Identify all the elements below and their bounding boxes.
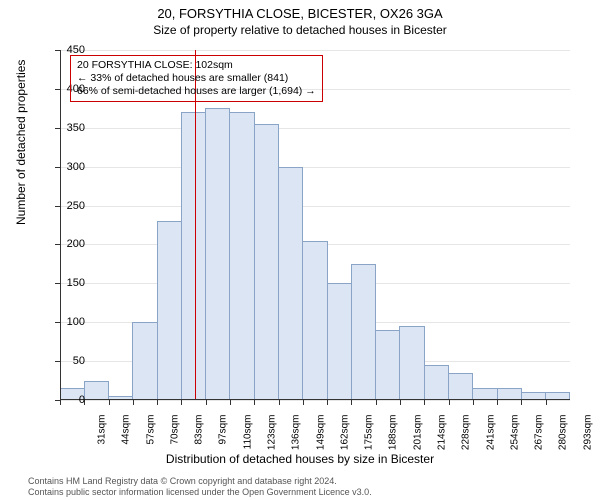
annotation-line: 66% of semi-detached houses are larger (… xyxy=(77,85,316,98)
y-tick-label: 350 xyxy=(45,122,85,134)
footer-line-1: Contains HM Land Registry data © Crown c… xyxy=(28,476,372,486)
histogram-bar xyxy=(205,108,230,400)
x-tick-mark xyxy=(181,400,182,405)
histogram-bar xyxy=(278,167,303,400)
histogram-bar xyxy=(132,322,157,400)
y-tick-label: 50 xyxy=(45,355,85,367)
histogram-bar xyxy=(424,365,449,400)
y-tick-label: 200 xyxy=(45,238,85,250)
y-tick-label: 250 xyxy=(45,200,85,212)
histogram-bar xyxy=(327,283,352,400)
x-tick-mark xyxy=(521,400,522,405)
x-axis-label: Distribution of detached houses by size … xyxy=(0,452,600,466)
x-tick-mark xyxy=(303,400,304,405)
x-tick-mark xyxy=(133,400,134,405)
x-tick-mark xyxy=(351,400,352,405)
histogram-bar xyxy=(448,373,473,400)
x-axis-line xyxy=(60,399,570,400)
footer-attribution: Contains HM Land Registry data © Crown c… xyxy=(28,476,372,497)
chart-title-line1: 20, FORSYTHIA CLOSE, BICESTER, OX26 3GA xyxy=(0,6,600,21)
x-tick-mark xyxy=(206,400,207,405)
y-tick-label: 0 xyxy=(45,394,85,406)
annotation-box: 20 FORSYTHIA CLOSE: 102sqm← 33% of detac… xyxy=(70,55,323,102)
x-tick-mark xyxy=(400,400,401,405)
histogram-bar xyxy=(375,330,400,400)
histogram-bars xyxy=(60,50,570,400)
y-tick-label: 150 xyxy=(45,277,85,289)
x-tick-mark xyxy=(424,400,425,405)
histogram-bar xyxy=(351,264,376,400)
plot-area xyxy=(60,50,570,400)
y-axis-line xyxy=(60,50,61,400)
histogram-bar xyxy=(181,112,206,400)
chart-title-line2: Size of property relative to detached ho… xyxy=(0,23,600,37)
x-tick-mark xyxy=(546,400,547,405)
x-tick-mark xyxy=(327,400,328,405)
histogram-bar xyxy=(229,112,254,400)
annotation-line: 20 FORSYTHIA CLOSE: 102sqm xyxy=(77,59,316,72)
x-tick-mark xyxy=(157,400,158,405)
x-tick-mark xyxy=(254,400,255,405)
x-tick-mark xyxy=(109,400,110,405)
y-tick-label: 300 xyxy=(45,161,85,173)
x-tick-mark xyxy=(473,400,474,405)
x-tick-mark xyxy=(279,400,280,405)
y-tick-label: 100 xyxy=(45,316,85,328)
grid-line xyxy=(60,400,570,401)
reference-line xyxy=(195,50,196,400)
footer-line-2: Contains public sector information licen… xyxy=(28,487,372,497)
histogram-bar xyxy=(84,381,109,400)
y-axis-label: Number of detached properties xyxy=(14,60,28,225)
histogram-bar xyxy=(157,221,182,400)
x-tick-mark xyxy=(230,400,231,405)
x-tick-mark xyxy=(449,400,450,405)
x-tick-mark xyxy=(497,400,498,405)
histogram-bar xyxy=(399,326,424,400)
histogram-bar xyxy=(254,124,279,400)
histogram-bar xyxy=(302,241,327,400)
annotation-line: ← 33% of detached houses are smaller (84… xyxy=(77,72,316,85)
x-tick-mark xyxy=(376,400,377,405)
